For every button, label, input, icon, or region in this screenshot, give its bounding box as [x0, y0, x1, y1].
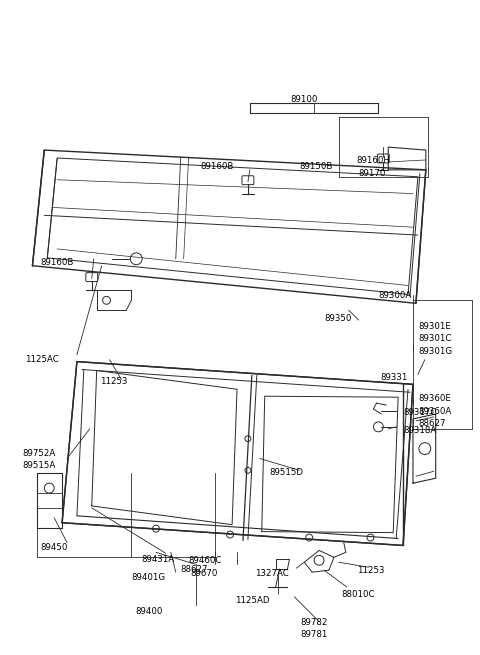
Text: 89317C: 89317C: [403, 409, 436, 417]
Text: 89170: 89170: [359, 169, 386, 178]
Text: 89670: 89670: [191, 569, 218, 578]
Text: 89460C: 89460C: [189, 556, 222, 565]
Text: 89782: 89782: [300, 618, 328, 627]
Text: 88010C: 88010C: [342, 590, 375, 599]
Text: 89450: 89450: [40, 543, 68, 552]
Text: 89318A: 89318A: [403, 426, 436, 436]
Text: 11253: 11253: [357, 566, 384, 574]
Text: 88627: 88627: [418, 419, 445, 428]
FancyBboxPatch shape: [242, 176, 254, 185]
Text: 89515D: 89515D: [270, 468, 304, 477]
Text: 1125AC: 1125AC: [24, 355, 58, 364]
Text: 89781: 89781: [300, 630, 328, 639]
Text: 89100: 89100: [290, 95, 318, 104]
Text: 88627: 88627: [180, 565, 208, 574]
Text: 89360E: 89360E: [418, 394, 451, 403]
Text: 89160H: 89160H: [357, 157, 391, 166]
Text: 1327AC: 1327AC: [255, 569, 288, 578]
Text: 89301C: 89301C: [418, 334, 451, 343]
Text: 89431A: 89431A: [141, 555, 174, 564]
Text: 1125AD: 1125AD: [235, 596, 270, 605]
Text: 89301G: 89301G: [418, 347, 452, 356]
Text: 89515A: 89515A: [23, 461, 56, 470]
Text: 89401G: 89401G: [131, 572, 166, 582]
FancyBboxPatch shape: [86, 272, 97, 282]
Text: 89331: 89331: [380, 373, 408, 382]
Text: 89160B: 89160B: [201, 162, 234, 172]
Text: 11253: 11253: [100, 377, 127, 386]
Text: 89160B: 89160B: [40, 258, 74, 267]
Text: 89300A: 89300A: [378, 291, 412, 300]
Text: 89350: 89350: [324, 314, 351, 323]
Text: 89360A: 89360A: [418, 407, 451, 415]
Text: 89752A: 89752A: [23, 449, 56, 458]
Text: 89301E: 89301E: [418, 322, 451, 331]
FancyBboxPatch shape: [377, 154, 389, 163]
Text: 89400: 89400: [135, 607, 163, 616]
Text: 89150B: 89150B: [300, 162, 333, 172]
